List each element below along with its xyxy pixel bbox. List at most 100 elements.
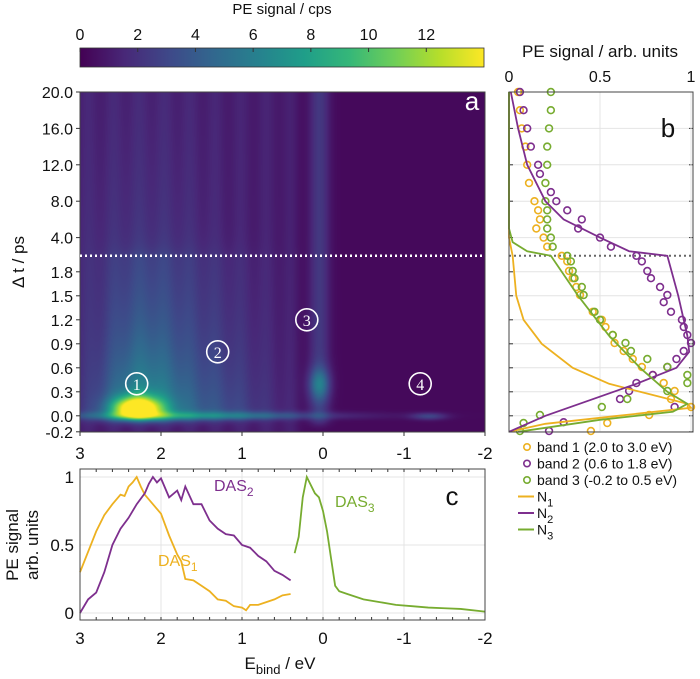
legend-label: band 2 (0.6 to 1.8 eV) [537, 456, 672, 472]
panel-b-marker-band1 [524, 178, 534, 188]
legend-label: N [537, 522, 547, 538]
panel-b-marker-band1 [563, 257, 572, 266]
panel-b-marker-band2 [679, 346, 688, 356]
panel-a-y-tick-label: 8.0 [51, 194, 73, 211]
panel-a-y-tick-label: 20.0 [42, 85, 73, 102]
panel-a-y-tick-label: -0.2 [45, 425, 73, 442]
panel-c-x-tick-label: 0 [318, 629, 327, 648]
panel-b-marker-band1 [533, 206, 543, 215]
panel-c-x-axis-label: Ebind / eV [245, 654, 317, 677]
colorbar-tick-label: 12 [417, 27, 435, 44]
panel-a-x-tick-label: 2 [156, 444, 165, 463]
panel-b-marker-band3 [546, 105, 556, 115]
panel-b-marker-band2 [659, 298, 668, 307]
series-name: DAS [158, 553, 191, 570]
panel-b-marker-band3 [683, 378, 692, 388]
panel-c-line-das1 [79, 475, 291, 612]
panel-a-frame [79, 91, 486, 433]
panel-b-marker-band2 [533, 160, 543, 170]
panel-c-x-tick-label: 3 [75, 629, 84, 648]
panel-c-series-label: DAS1 [158, 553, 198, 574]
panel-b-marker-band1 [586, 426, 596, 436]
panel-b-marker-band2 [677, 315, 687, 324]
legend-entry: band 3 (-0.2 to 0.5 eV) [537, 472, 677, 488]
series-subscript: 2 [247, 485, 254, 499]
legend-subscript: 3 [547, 531, 553, 543]
panel-b-marker-band1 [543, 242, 552, 251]
panel-b-marker-band3 [566, 257, 576, 266]
panel-a-y-tick-label: 1.5 [51, 289, 73, 306]
panel-c-series-label: DAS2 [214, 478, 254, 499]
panel-a-y-tick-label: 0.6 [51, 361, 73, 378]
panel-a-x-tick-label: 0 [318, 444, 327, 463]
panel-b-marker-band3 [543, 206, 552, 215]
panel-b-marker-band2 [646, 274, 656, 283]
panel-b-marker-band3 [543, 215, 552, 224]
panel-b-marker-band3 [577, 282, 586, 292]
panel-b-marker-band1 [532, 224, 541, 233]
feature-label: 4 [416, 377, 424, 394]
colorbar-title: PE signal / cps [232, 1, 331, 18]
panel-b-marker-band3 [548, 242, 557, 251]
panel-c-x-tick-label: 1 [237, 629, 246, 648]
panel-a-y-tick-label: 4.0 [51, 231, 73, 248]
series-subscript: 3 [368, 501, 375, 515]
panel-b-marker-band3 [543, 160, 552, 170]
series-name: DAS [335, 494, 368, 511]
panel-c-line-das2 [79, 475, 292, 614]
panel-a-y-tick-label: 1.2 [51, 313, 73, 330]
panel-b-marker-band3 [623, 394, 632, 404]
panel-c-y-label-line2: arb. units [23, 510, 42, 580]
panel-c-y-tick-label: 0.5 [50, 536, 74, 555]
panel-a-y-tick-label: 0.0 [51, 409, 73, 426]
colorbar-tick-label: 6 [249, 27, 258, 44]
panel-a-y-axis-label: Δ t / ps [9, 236, 28, 288]
legend-entry: band 1 (2.0 to 3.0 eV) [537, 439, 672, 455]
panel-c-y-tick-label: 1 [65, 468, 74, 487]
colorbar-tick-label: 10 [360, 27, 378, 44]
legend-subscript: 2 [547, 514, 553, 526]
panel-b-marker-band2 [666, 307, 676, 316]
panel-a-y-tick-label: 1.8 [51, 265, 73, 282]
panel-a-x-tick-label: -1 [396, 444, 411, 463]
panel-c-x-tick-label: -1 [396, 629, 411, 648]
panel-b-marker-band1 [564, 266, 574, 276]
panel-c-series-label: DAS3 [335, 494, 375, 515]
panel-b-marker-band3 [563, 251, 572, 261]
panel-b-title: PE signal / arb. units [522, 42, 678, 61]
panel-a-x-tick-label: -2 [477, 444, 492, 463]
panel-b-marker-band3 [597, 402, 607, 412]
legend-label: band 3 (-0.2 to 0.5 eV) [537, 472, 677, 488]
x-label-symbol: E [245, 654, 256, 673]
panel-c-line-das3 [293, 474, 486, 613]
panel-b-marker-band3 [643, 354, 652, 364]
panel-b-marker-band2 [672, 354, 681, 364]
panel-b-background [509, 92, 693, 432]
panel-b-marker-band3 [570, 274, 579, 283]
panel-b-marker-band2 [577, 215, 586, 224]
panel-c-y-label-line1: PE signal [3, 509, 22, 581]
x-label-subscript: bind [256, 662, 281, 677]
feature-circle-4 [408, 371, 433, 396]
legend-label: N [537, 489, 547, 505]
panel-b-marker-band1 [628, 354, 637, 364]
panel-b-marker-band1 [686, 402, 696, 412]
panel-b-marker-band3 [663, 362, 672, 372]
panel-b-x-tick-label: 0 [505, 69, 514, 86]
feature-label: 3 [303, 313, 311, 330]
panel-b-marker-band3 [579, 290, 588, 300]
panel-b-marker-band2 [624, 386, 634, 396]
panel-c-frame [79, 468, 486, 621]
panel-b-marker-band2 [552, 197, 561, 206]
panel-b-x-tick-label: 0.5 [589, 69, 611, 86]
legend-entry: band 2 (0.6 to 1.8 eV) [537, 456, 672, 472]
panel-b-marker-band2 [663, 290, 672, 300]
panel-b-marker-band2 [643, 266, 652, 276]
legend-entry: N3 [537, 522, 553, 543]
panel-c-y-tick-label: 0 [65, 604, 74, 623]
panel-a-y-tick-label: 0.9 [51, 337, 73, 354]
panel-b-marker-band3 [568, 266, 577, 276]
feature-label: 1 [133, 377, 141, 394]
legend-marker [522, 459, 531, 468]
panel-b-marker-band3 [626, 346, 636, 356]
